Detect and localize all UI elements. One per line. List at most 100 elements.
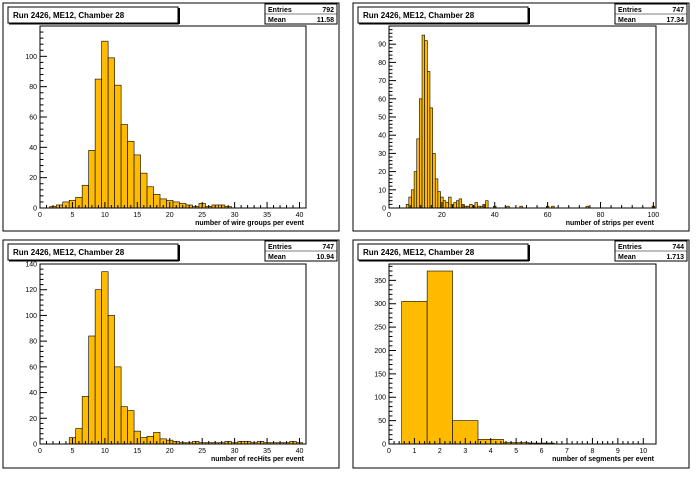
histogram-bar xyxy=(107,57,115,209)
y-tick-label: 60 xyxy=(378,96,386,103)
y-tick-label: 200 xyxy=(374,348,386,355)
histogram-bar xyxy=(427,71,431,209)
y-tick-label: 20 xyxy=(29,175,37,182)
panel-frame xyxy=(2,239,340,469)
stats-mean-value: 17.34 xyxy=(666,17,684,24)
x-tick-label: 40 xyxy=(296,212,304,219)
stats-entries-label: Entries xyxy=(618,244,642,251)
stats-entries-label: Entries xyxy=(268,7,292,14)
chart-title: Run 2426, ME12, Chamber 28 xyxy=(363,11,475,20)
x-tick-label: 10 xyxy=(639,448,647,455)
x-tick-label: 35 xyxy=(263,448,271,455)
y-tick-label: 60 xyxy=(29,364,37,371)
histogram-bar xyxy=(485,200,489,209)
x-tick-label: 8 xyxy=(590,448,594,455)
histogram-bar xyxy=(432,153,436,209)
x-tick-label: 10 xyxy=(101,212,109,219)
histogram-bar xyxy=(401,301,428,445)
y-tick-label: 40 xyxy=(29,145,37,152)
panel-frame xyxy=(352,2,690,232)
histogram-bar xyxy=(88,150,96,209)
x-tick-label: 2 xyxy=(438,448,442,455)
x-tick-label: 0 xyxy=(387,448,391,455)
y-tick-label: 0 xyxy=(33,206,37,213)
x-tick-label: 4 xyxy=(489,448,493,455)
stats-mean-label: Mean xyxy=(618,17,636,24)
histogram-bar xyxy=(456,200,460,209)
x-axis-label: number of strips per event xyxy=(566,220,655,227)
y-tick-label: 70 xyxy=(378,78,386,85)
y-tick-label: 300 xyxy=(374,301,386,308)
histogram-bar xyxy=(434,178,439,209)
y-tick-label: 0 xyxy=(33,442,37,449)
x-tick-label: 0 xyxy=(387,212,391,219)
x-tick-label: 80 xyxy=(597,212,605,219)
y-tick-label: 20 xyxy=(378,169,386,176)
x-tick-label: 3 xyxy=(463,448,467,455)
stats-entries-value: 744 xyxy=(672,244,684,251)
y-tick-label: 10 xyxy=(378,187,386,194)
histogram-bar xyxy=(448,196,452,209)
histogram-bar xyxy=(140,172,148,209)
y-tick-label: 20 xyxy=(29,416,37,423)
histogram-bar xyxy=(94,289,102,445)
y-tick-label: 50 xyxy=(378,115,386,122)
stats-entries-value: 792 xyxy=(322,7,334,14)
y-tick-label: 50 xyxy=(378,418,386,425)
histogram-bar xyxy=(120,406,128,445)
y-tick-label: 80 xyxy=(29,339,37,346)
stats-mean-value: 1.713 xyxy=(666,254,684,261)
y-tick-label: 0 xyxy=(382,442,386,449)
histogram-bar xyxy=(94,78,102,209)
x-tick-label: 40 xyxy=(296,448,304,455)
y-tick-label: 140 xyxy=(25,262,37,269)
x-tick-label: 6 xyxy=(540,448,544,455)
plot-area-border xyxy=(388,263,657,445)
x-tick-label: 35 xyxy=(263,212,271,219)
histogram-bar xyxy=(458,198,462,209)
y-tick-label: 350 xyxy=(374,278,386,285)
histogram-bar xyxy=(107,315,115,445)
x-axis-label: number of recHits per event xyxy=(211,456,305,463)
y-tick-label: 60 xyxy=(29,115,37,122)
x-tick-label: 40 xyxy=(491,212,499,219)
histogram-bar xyxy=(146,186,154,209)
histogram-bar xyxy=(445,202,449,209)
x-tick-label: 9 xyxy=(616,448,620,455)
x-tick-label: 25 xyxy=(198,212,206,219)
y-tick-label: 0 xyxy=(382,206,386,213)
stats-entries-value: 747 xyxy=(322,244,334,251)
histogram-bar xyxy=(88,335,96,445)
stats-mean-value: 11.58 xyxy=(317,17,334,24)
stats-entries-label: Entries xyxy=(268,244,292,251)
stats-mean-value: 10.94 xyxy=(316,254,334,261)
stats-mean-label: Mean xyxy=(618,254,636,261)
histogram-panel-1: Run 2426, ME12, Chamber 28 Entries 792 Mean… xyxy=(2,2,340,232)
histogram-bar xyxy=(114,84,122,209)
histogram-bar xyxy=(133,154,141,209)
histogram-bar xyxy=(81,396,89,445)
histogram-bar xyxy=(120,124,128,209)
histogram-bar xyxy=(416,138,420,209)
x-tick-label: 30 xyxy=(231,448,239,455)
x-tick-label: 7 xyxy=(565,448,569,455)
x-tick-label: 10 xyxy=(101,448,109,455)
histogram-bar xyxy=(101,271,109,445)
x-axis-label: number of wire groups per event xyxy=(195,220,305,227)
y-tick-label: 40 xyxy=(29,390,37,397)
histogram-bar xyxy=(419,98,423,209)
histogram-bar xyxy=(429,107,433,209)
histogram-bar xyxy=(127,410,135,445)
histogram-bar xyxy=(81,184,89,209)
x-tick-label: 20 xyxy=(438,212,446,219)
x-tick-label: 5 xyxy=(70,448,74,455)
x-tick-label: 30 xyxy=(231,212,239,219)
histogram-bar xyxy=(421,34,425,209)
histogram-bar xyxy=(411,189,415,209)
histogram-bar xyxy=(114,366,122,445)
x-tick-label: 25 xyxy=(198,448,206,455)
histogram-bar xyxy=(442,200,447,209)
x-tick-label: 100 xyxy=(648,212,660,219)
plot-area-border xyxy=(39,263,307,445)
